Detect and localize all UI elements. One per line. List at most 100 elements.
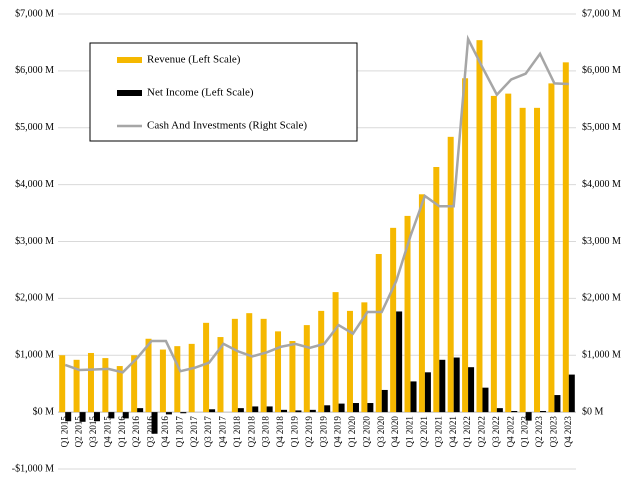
bar — [367, 403, 374, 413]
bar — [59, 355, 66, 413]
bar — [511, 410, 518, 413]
x-tick-label: Q1 2019 — [289, 416, 299, 448]
y2-tick-label: $7,000 M — [582, 8, 621, 19]
bar — [554, 395, 561, 413]
bar — [165, 412, 172, 415]
y2-tick-label: $1,000 M — [582, 350, 621, 361]
x-tick-label: Q1 2022 — [462, 416, 472, 447]
x-tick-label: Q3 2023 — [548, 416, 558, 448]
bar — [496, 408, 503, 413]
bar — [309, 409, 316, 413]
bar — [568, 374, 575, 413]
x-tick-label: Q4 2020 — [390, 416, 400, 448]
bar — [303, 325, 310, 413]
bar — [418, 194, 425, 413]
x-tick-label: Q2 2021 — [419, 416, 429, 447]
line — [64, 34, 569, 374]
bar — [453, 357, 460, 413]
bar — [217, 337, 224, 413]
x-tick-label: Q3 2021 — [433, 416, 443, 447]
bar — [390, 227, 397, 413]
y2-tick-label: $4,000 M — [582, 179, 621, 190]
bar — [281, 409, 288, 413]
y2-tick-label: $0 M — [582, 406, 604, 417]
x-tick-label: Q3 2017 — [203, 416, 213, 448]
bar — [332, 292, 339, 413]
legend-swatch — [117, 57, 142, 63]
legend-label: Cash And Investments (Right Scale) — [147, 120, 307, 132]
bar — [540, 410, 547, 413]
bar — [159, 349, 166, 413]
x-tick-label: Q1 2016 — [117, 416, 127, 448]
bar — [433, 166, 440, 413]
x-tick-label: Q4 2017 — [218, 416, 228, 448]
bar — [188, 343, 195, 413]
bar — [203, 322, 210, 413]
y2-tick-label: $3,000 M — [582, 236, 621, 247]
x-tick-label: Q4 2023 — [563, 416, 573, 448]
bar — [548, 83, 555, 413]
y-tick-label: $1,000 M — [15, 350, 54, 361]
bar — [534, 107, 541, 413]
y-tick-label: -$1,000 M — [12, 463, 54, 474]
legend-label: Revenue (Left Scale) — [147, 54, 241, 66]
bar — [174, 346, 181, 413]
x-tick-label: Q4 2019 — [333, 416, 343, 448]
x-tick-label: Q3 2018 — [261, 416, 271, 448]
bar — [346, 310, 353, 413]
x-tick-label: Q2 2023 — [534, 416, 544, 448]
x-tick-label: Q2 2015 — [74, 416, 84, 448]
y-tick-label: $3,000 M — [15, 236, 54, 247]
x-tick-label: Q1 2015 — [59, 416, 69, 448]
x-tick-label: Q1 2018 — [232, 416, 242, 448]
x-tick-label: Q3 2016 — [146, 416, 156, 448]
y-tick-label: $6,000 M — [15, 65, 54, 76]
y2-tick-label: $2,000 M — [582, 293, 621, 304]
x-tick-label: Q1 2020 — [347, 416, 357, 448]
y2-tick-label: $5,000 M — [582, 122, 621, 133]
x-tick-label: Q4 2018 — [275, 416, 285, 448]
x-tick-label: Q4 2021 — [448, 416, 458, 447]
x-tick-label: Q3 2020 — [376, 416, 386, 448]
bar — [361, 302, 368, 413]
bar — [131, 355, 138, 413]
bar — [289, 341, 296, 413]
bar — [209, 409, 216, 413]
bar — [79, 412, 86, 422]
bar — [324, 405, 331, 413]
bar — [404, 215, 411, 413]
x-tick-label: Q2 2019 — [304, 416, 314, 448]
bar — [87, 352, 94, 413]
x-tick-label: Q2 2020 — [361, 416, 371, 448]
bar — [482, 387, 489, 413]
x-tick-label: Q3 2019 — [318, 416, 328, 448]
bar — [237, 408, 244, 413]
bar — [260, 318, 267, 413]
bar — [562, 62, 569, 413]
bar — [137, 408, 144, 413]
x-tick-label: Q4 2015 — [102, 416, 112, 448]
legend-swatch — [117, 90, 142, 96]
bar — [295, 410, 302, 413]
bar — [490, 95, 497, 413]
bar — [468, 367, 475, 413]
bar — [447, 136, 454, 413]
bar — [65, 412, 72, 422]
bar — [73, 359, 80, 413]
x-tick-label: Q2 2022 — [477, 416, 487, 447]
bar — [122, 412, 129, 419]
y-tick-label: $0 M — [33, 406, 55, 417]
bar — [246, 313, 253, 413]
bar — [231, 318, 238, 413]
x-tick-label: Q3 2015 — [88, 416, 98, 448]
bar — [180, 412, 187, 414]
bar — [108, 412, 115, 419]
bar — [525, 412, 532, 421]
bar — [318, 310, 325, 413]
x-tick-label: Q2 2017 — [189, 416, 199, 448]
bar — [462, 78, 469, 413]
bar — [252, 406, 259, 413]
bar — [410, 381, 417, 413]
x-tick-label: Q1 2023 — [520, 416, 530, 448]
